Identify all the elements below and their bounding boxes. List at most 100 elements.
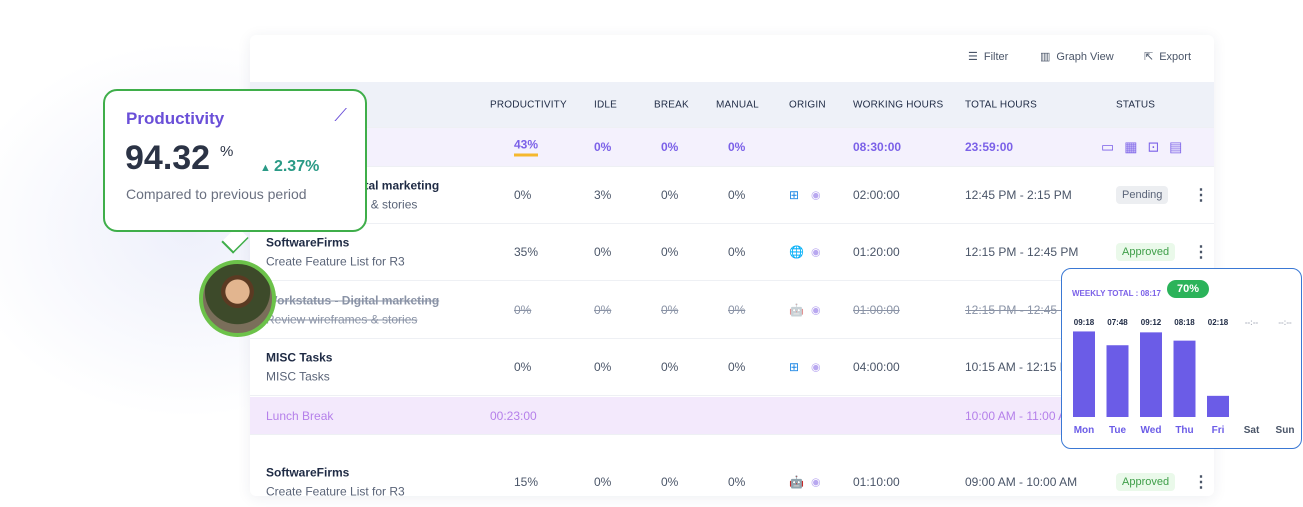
more-options-icon[interactable]: ⋮: [1193, 187, 1209, 204]
productivity-value: 35%: [514, 245, 539, 259]
bar-chart-icon: ▥: [1040, 51, 1051, 63]
total-hours-value: 12:15 PM - 12:45 PM: [965, 245, 1079, 259]
bar-value-label: 08:18: [1174, 318, 1195, 327]
total-hours-value: 12:15 PM - 12:45 PM: [965, 303, 1079, 317]
total-hours-value: 09:00 AM - 10:00 AM: [965, 475, 1078, 489]
idle-value: 0%: [594, 245, 612, 259]
manual-value: 0%: [728, 188, 746, 202]
windows-icon: ⊞: [789, 360, 800, 374]
x-tick-label: Wed: [1141, 425, 1162, 436]
x-tick-label: Sat: [1244, 425, 1260, 436]
col-origin[interactable]: ORIGIN: [789, 99, 826, 110]
productivity-value: 0%: [514, 188, 532, 202]
table-row[interactable]: MISC Tasks MISC Tasks 0% 0% 0% 0% ⊞ ◉ 04:…: [250, 339, 1214, 396]
total-hours-value: 10:15 AM - 12:15 PM: [965, 360, 1078, 374]
bar-tue[interactable]: [1106, 345, 1129, 417]
lunch-label: Lunch Break: [266, 408, 334, 423]
popup-change: ▲ 2.37%: [260, 158, 319, 176]
popup-caption: Compared to previous period: [126, 186, 307, 202]
more-options-icon[interactable]: ⋮: [1193, 474, 1209, 491]
more-options-icon[interactable]: ⋮: [1193, 244, 1209, 261]
filter-icon: ☰: [968, 51, 978, 63]
popup-unit: %: [220, 143, 234, 160]
working-hours-value: 02:00:00: [853, 188, 900, 202]
col-status[interactable]: STATUS: [1116, 99, 1156, 110]
popup-change-value: 2.37%: [273, 158, 320, 175]
x-tick-label: Sun: [1276, 425, 1295, 436]
graph-view-button[interactable]: ▥ Graph View: [1040, 50, 1114, 64]
idle-value: 3%: [594, 188, 612, 202]
lunch-break-row: Lunch Break 00:23:00 10:00 AM - 11:00 AM: [250, 397, 1214, 435]
summary-total-hours: 23:59:00: [965, 140, 1014, 154]
table-row[interactable]: SoftwareFirms Create Feature List for R3 …: [250, 454, 1214, 497]
summary-row: 43% 0% 0% 0% 08:30:00 23:59:00 ▭▦⊡▤: [250, 128, 1214, 167]
weekly-chart: WEEKLY TOTAL : 08:17 70% 09:18 Mon 07:48 Tu…: [1061, 268, 1302, 449]
up-triangle-icon: ▲: [260, 162, 274, 174]
export-icon: ⇱: [1144, 51, 1154, 63]
total-hours-value: 12:45 PM - 2:15 PM: [965, 188, 1072, 202]
task-name: Create Feature List for R3: [266, 254, 405, 269]
working-hours-value: 01:10:00: [853, 475, 900, 489]
view-icons[interactable]: ▭▦⊡▤: [1101, 138, 1193, 155]
summary-manual: 0%: [728, 140, 746, 154]
table-row[interactable]: SoftwareFirms Create Feature List for R3 …: [250, 224, 1214, 281]
summary-working-hours: 08:30:00: [853, 140, 902, 154]
project-name: SoftwareFirms: [266, 465, 350, 480]
lunch-duration: 00:23:00: [490, 408, 537, 423]
bar-wed[interactable]: [1140, 332, 1162, 417]
weekly-total-label: WEEKLY TOTAL : 08:17: [1072, 289, 1161, 298]
location-pin-icon[interactable]: ◉: [811, 246, 821, 259]
trend-icon: ⟋: [334, 105, 347, 125]
table-row[interactable]: Workstatus - Digital marketing Review wir…: [250, 282, 1214, 339]
summary-break: 0%: [661, 140, 679, 154]
idle-value: 0%: [594, 475, 612, 489]
popup-value: 94.32: [125, 139, 211, 177]
bar-thu[interactable]: [1173, 340, 1196, 417]
status-badge: Approved: [1116, 243, 1176, 261]
manual-value: 0%: [728, 245, 746, 259]
col-manual[interactable]: MANUAL: [716, 99, 759, 110]
location-pin-icon[interactable]: ◉: [811, 304, 821, 317]
col-productivity[interactable]: PRODUCTIVITY: [490, 99, 567, 110]
manual-value: 0%: [728, 360, 746, 374]
task-name: Review wireframes & stories: [266, 312, 418, 327]
working-hours-value: 01:00:00: [853, 303, 900, 317]
bar-value-label: 07:48: [1107, 318, 1128, 327]
location-pin-icon[interactable]: ◉: [811, 189, 821, 202]
windows-icon: ⊞: [789, 188, 800, 202]
bar-value-label: 09:12: [1141, 318, 1162, 327]
summary-idle: 0%: [594, 140, 612, 154]
break-value: 0%: [661, 245, 679, 259]
avatar[interactable]: [199, 260, 276, 337]
project-name: Workstatus - Digital marketing: [266, 293, 440, 308]
location-pin-icon[interactable]: ◉: [811, 361, 821, 374]
col-break[interactable]: BREAK: [654, 99, 689, 110]
task-name: Create Feature List for R3: [266, 484, 405, 497]
x-tick-label: Tue: [1109, 425, 1126, 436]
col-idle[interactable]: IDLE: [594, 99, 618, 110]
location-pin-icon[interactable]: ◉: [811, 476, 821, 489]
manual-value: 0%: [728, 303, 746, 317]
bar-value-label: 02:18: [1208, 318, 1229, 327]
filter-button[interactable]: ☰ Filter: [968, 50, 1008, 64]
bar-mon[interactable]: [1073, 331, 1095, 417]
bar-fri[interactable]: [1207, 395, 1229, 417]
export-button[interactable]: ⇱ Export: [1144, 50, 1191, 64]
summary-productivity: 43%: [514, 138, 539, 157]
working-hours-value: 04:00:00: [853, 360, 900, 374]
col-total-hours[interactable]: TOTAL HOURS: [965, 99, 1038, 110]
graph-view-label: Graph View: [1056, 50, 1114, 63]
idle-value: 0%: [594, 360, 612, 374]
task-name: MISC Tasks: [266, 369, 330, 384]
bar-value-label: --:--: [1245, 318, 1259, 327]
working-hours-value: 01:20:00: [853, 245, 900, 259]
idle-value: 0%: [594, 303, 612, 317]
weekly-badge: 70%: [1167, 280, 1210, 298]
android-icon: 🤖: [789, 475, 804, 489]
lunch-range: 10:00 AM - 11:00 AM: [965, 408, 1077, 423]
bar-value-label: --:--: [1278, 318, 1292, 327]
x-tick-label: Fri: [1212, 425, 1225, 436]
productivity-value: 0%: [514, 360, 532, 374]
col-working-hours[interactable]: WORKING HOURS: [853, 99, 944, 110]
